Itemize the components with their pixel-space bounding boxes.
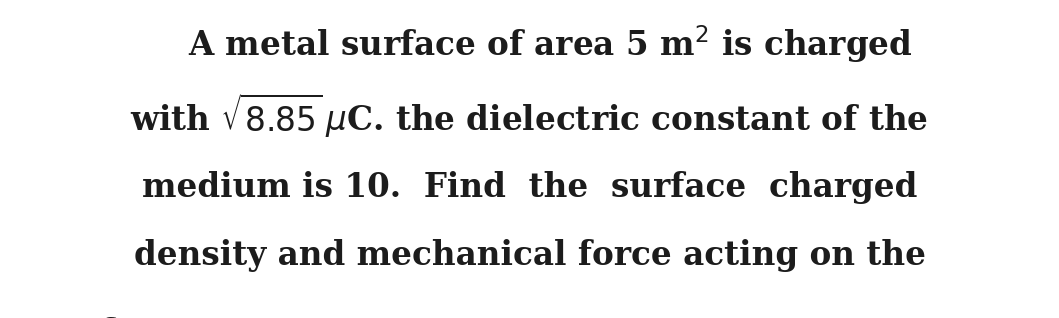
- Text: density and mechanical force acting on the: density and mechanical force acting on t…: [133, 239, 926, 272]
- Text: medium is 10.  Find  the  surface  charged: medium is 10. Find the surface charged: [142, 170, 917, 204]
- Text: with $\sqrt{8.85}\,\mu$C. the dielectric constant of the: with $\sqrt{8.85}\,\mu$C. the dielectric…: [130, 91, 929, 140]
- Text: surface.: surface.: [41, 317, 189, 318]
- Text: A metal surface of area 5 m$^2$ is charged: A metal surface of area 5 m$^2$ is charg…: [187, 23, 913, 65]
